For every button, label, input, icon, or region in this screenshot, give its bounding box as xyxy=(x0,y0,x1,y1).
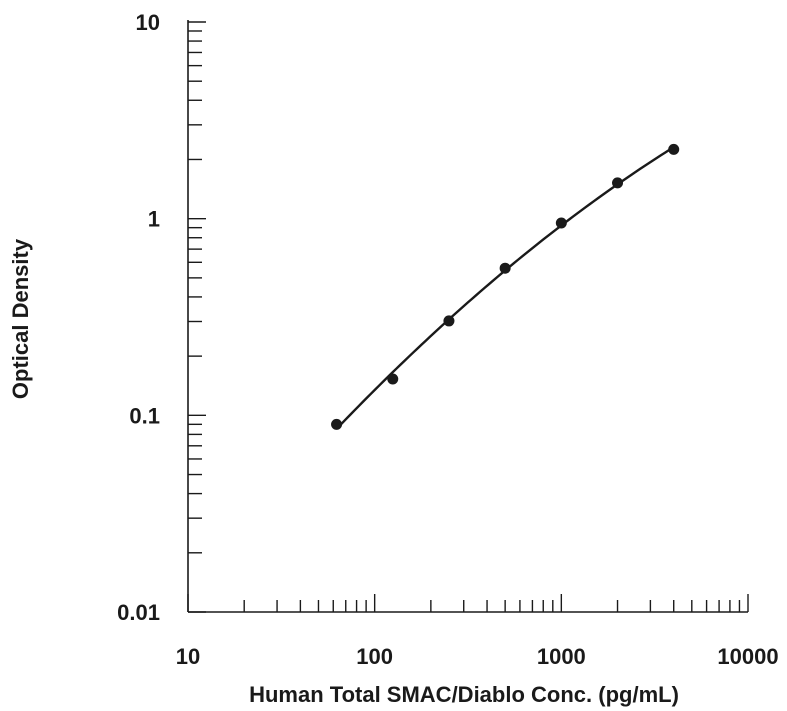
y-tick-label: 0.01 xyxy=(117,600,160,625)
axes-layer xyxy=(187,20,748,613)
y-tick-label: 10 xyxy=(136,10,160,35)
x-tick-label: 10000 xyxy=(717,644,778,669)
y-axis-title: Optical Density xyxy=(8,238,33,399)
y-tick-label: 1 xyxy=(148,207,160,232)
data-point xyxy=(331,418,343,430)
ticks-layer xyxy=(187,21,749,613)
data-point xyxy=(668,143,680,155)
data-point xyxy=(499,262,511,274)
data-point xyxy=(555,217,567,229)
x-axis-title: Human Total SMAC/Diablo Conc. (pg/mL) xyxy=(249,682,679,707)
y-tick-label: 0.1 xyxy=(129,403,160,428)
data-point xyxy=(443,315,455,327)
x-tick-label: 10 xyxy=(176,644,200,669)
data-point xyxy=(612,177,624,189)
x-tick-label: 1000 xyxy=(537,644,586,669)
data-point xyxy=(387,373,399,385)
fit-curve xyxy=(336,146,675,429)
curve-layer xyxy=(336,146,675,429)
labels-layer: 0.01 0.1 1 10 10 100 1000 10000 xyxy=(117,10,778,669)
x-tick-label: 100 xyxy=(356,644,393,669)
points-layer xyxy=(331,143,680,430)
